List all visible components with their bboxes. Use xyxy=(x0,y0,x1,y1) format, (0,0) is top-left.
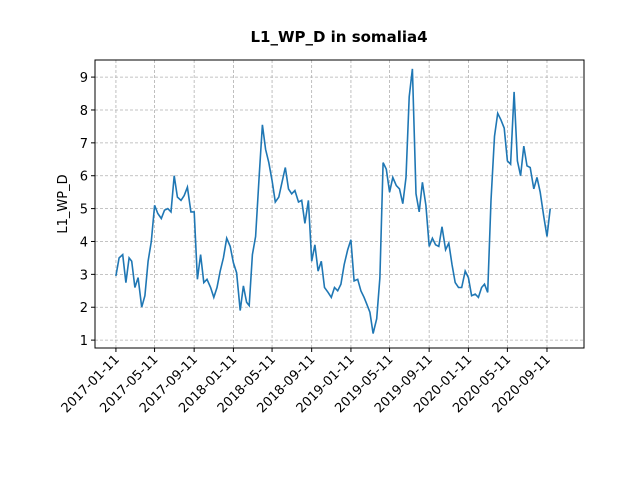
y-tick-label: 6 xyxy=(80,170,88,185)
y-tick-label: 9 xyxy=(80,71,88,86)
y-tick-label: 2 xyxy=(80,301,88,316)
y-tick-label: 7 xyxy=(80,137,88,152)
y-tick-label: 3 xyxy=(80,268,88,283)
y-tick-label: 8 xyxy=(80,104,88,119)
y-tick-label: 4 xyxy=(80,235,88,250)
y-tick-label: 5 xyxy=(80,203,88,218)
y-axis-label: L1_WP_D xyxy=(56,174,71,233)
y-tick-label: 1 xyxy=(80,334,88,349)
chart-title: L1_WP_D in somalia4 xyxy=(250,28,427,46)
plot-frame xyxy=(94,59,585,349)
data-line xyxy=(115,68,551,334)
